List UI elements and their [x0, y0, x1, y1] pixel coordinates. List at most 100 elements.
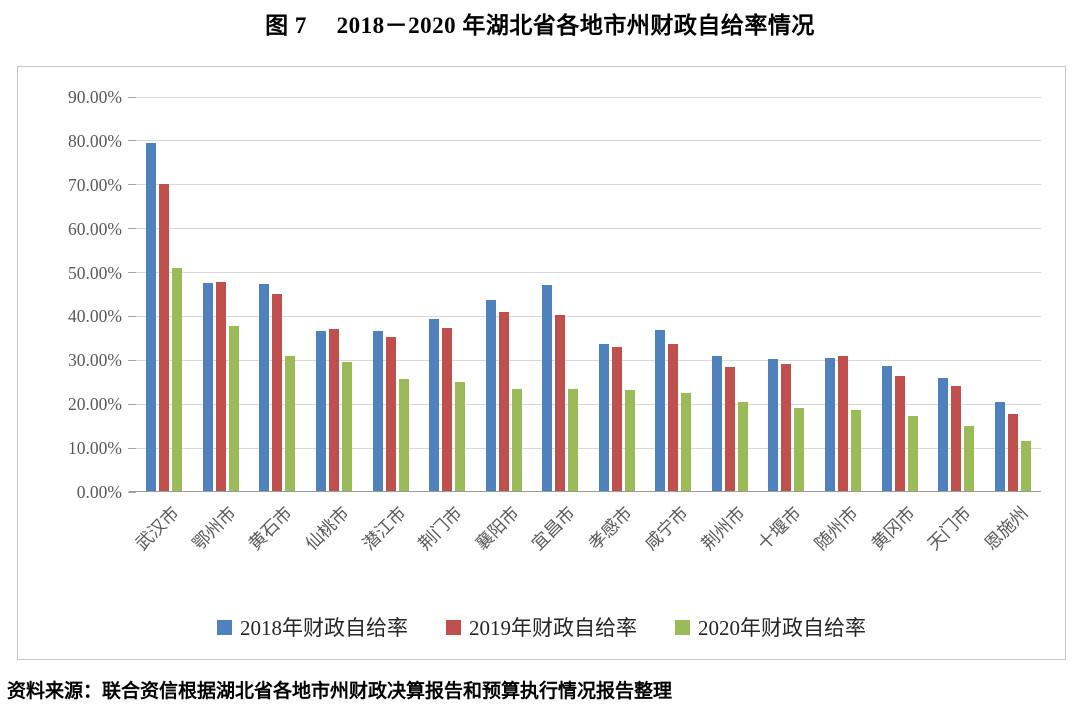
x-axis-line — [129, 490, 1041, 492]
bar — [737, 401, 748, 491]
bar — [442, 327, 453, 491]
bar — [259, 284, 270, 491]
legend-label: 2018年财政自给率 — [240, 616, 408, 640]
bar — [1020, 440, 1031, 491]
y-axis-tick — [128, 359, 136, 361]
y-axis-tick — [128, 184, 136, 186]
y-tick-label: 90.00% — [68, 87, 122, 107]
bar — [894, 376, 905, 491]
bar — [429, 318, 440, 491]
bar — [624, 389, 635, 491]
bar — [385, 336, 396, 491]
y-tick-label: 10.00% — [68, 438, 122, 459]
bar — [881, 365, 892, 491]
bar — [146, 143, 157, 491]
bar — [611, 347, 622, 491]
gridline — [136, 228, 1041, 230]
bar — [794, 407, 805, 491]
bar — [724, 367, 735, 491]
bar — [542, 285, 553, 491]
bar — [215, 281, 226, 491]
bar — [711, 355, 722, 491]
plot-area: 0.00% 10.00% 20.00% 30.00% 40.00% 50.00% 60.00… — [68, 87, 1041, 554]
bar — [655, 329, 666, 491]
x-category-label: 襄阳市 — [471, 502, 523, 554]
bar — [485, 299, 496, 491]
bar — [202, 282, 213, 491]
x-category-label: 荆州市 — [697, 502, 749, 554]
x-category-label: 咸宁市 — [640, 502, 693, 554]
x-category-label: 恩施州 — [980, 502, 1032, 554]
x-category-label: 十堰市 — [754, 502, 806, 554]
bar — [938, 377, 949, 491]
y-axis-tick — [128, 447, 136, 449]
bar — [228, 326, 239, 491]
legend-item: 2019年财政自给率 — [446, 612, 637, 642]
legend-swatch-icon — [217, 619, 232, 635]
bar — [285, 355, 296, 491]
x-category-label: 荆门市 — [414, 502, 466, 554]
bar — [994, 402, 1005, 491]
bar — [455, 382, 466, 491]
bar — [668, 343, 679, 491]
y-tick-label: 80.00% — [68, 130, 122, 151]
x-category-label: 鄂州市 — [188, 502, 240, 554]
chart-title: 图 7 2018－2020 年湖北省各地市州财政自给率情况 — [265, 13, 815, 38]
gridline — [136, 447, 1041, 449]
legend-item: 2020年财政自给率 — [675, 612, 866, 642]
x-category-label: 天门市 — [923, 502, 976, 554]
gridline — [136, 140, 1041, 142]
bar — [838, 356, 849, 491]
y-axis-tick — [128, 315, 136, 317]
source-note: 资料来源：联合资信根据湖北省各地市州财政决算报告和预算执行情况报告整理 — [7, 681, 673, 702]
bar — [568, 388, 579, 491]
y-tick-label: 0.00% — [76, 482, 122, 502]
x-category-label: 黄石市 — [244, 502, 297, 554]
legend-swatch-icon — [675, 619, 690, 635]
bar — [272, 293, 283, 491]
x-category-label: 黄冈市 — [867, 502, 919, 554]
gridline — [136, 96, 1041, 98]
x-category-label: 武汉市 — [131, 502, 184, 554]
bar — [511, 389, 522, 491]
bar — [398, 378, 409, 491]
bar — [851, 409, 862, 491]
bar — [964, 426, 975, 491]
x-category-label: 宜昌市 — [527, 502, 580, 554]
bar — [598, 343, 609, 491]
y-tick-label: 70.00% — [68, 174, 122, 195]
bar — [172, 268, 183, 491]
y-tick-label: 40.00% — [68, 306, 122, 327]
x-category-label: 孝感市 — [584, 502, 636, 554]
bar — [315, 330, 326, 491]
y-axis-tick — [128, 491, 136, 493]
x-category-label: 潜江市 — [358, 502, 410, 554]
gridline — [136, 315, 1041, 317]
bar — [555, 315, 566, 491]
chart-frame: 0.00% 10.00% 20.00% 30.00% 40.00% 50.00% 60.00… — [17, 66, 1066, 660]
bar — [372, 330, 383, 491]
bar — [328, 328, 339, 491]
bar — [498, 311, 509, 491]
gridline — [136, 184, 1041, 186]
gridline — [136, 403, 1041, 405]
y-axis-tick — [128, 272, 136, 274]
bar — [825, 357, 836, 491]
legend-swatch-icon — [446, 619, 461, 635]
bar — [951, 386, 962, 491]
y-tick-label: 20.00% — [68, 394, 122, 415]
legend: 2018年财政自给率 2019年财政自给率 2020年财政自给率 — [18, 612, 1065, 642]
gridline — [136, 359, 1041, 361]
y-tick-label: 60.00% — [68, 218, 122, 239]
bar — [341, 361, 352, 491]
y-tick-label: 30.00% — [68, 350, 122, 371]
bar — [681, 393, 692, 491]
x-category-label: 随州市 — [810, 502, 862, 554]
legend-item: 2018年财政自给率 — [217, 612, 408, 642]
y-axis-tick — [128, 403, 136, 405]
legend-label: 2019年财政自给率 — [469, 616, 637, 640]
bar — [907, 415, 918, 491]
y-tick-label: 50.00% — [68, 262, 122, 283]
bar — [159, 184, 170, 491]
